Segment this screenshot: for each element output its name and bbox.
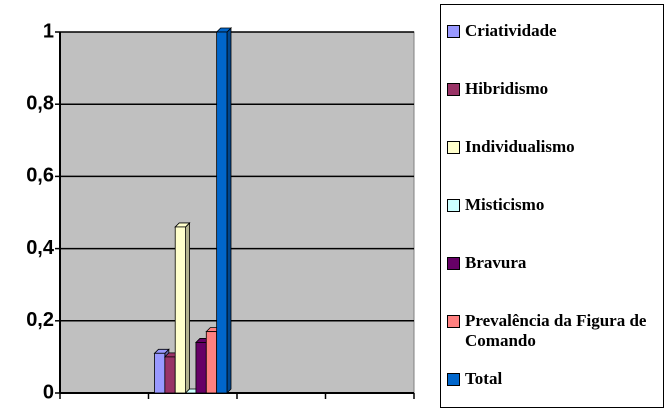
legend-swatch <box>447 83 460 96</box>
y-tick-label: 0,4 <box>26 237 55 259</box>
legend-swatch <box>447 25 460 38</box>
y-tick-label: 0,6 <box>26 165 54 187</box>
bar-side <box>226 27 232 394</box>
legend-swatch <box>447 373 460 386</box>
legend-swatch <box>447 315 460 328</box>
bar <box>216 31 228 394</box>
legend-entry: Prevalência da Figura de Comando <box>447 311 659 351</box>
legend-label: Bravura <box>465 253 527 272</box>
plot-area <box>59 31 415 394</box>
legend-entry: Total <box>447 369 659 389</box>
bar <box>154 352 166 394</box>
y-tick-label: 0,8 <box>26 92 54 114</box>
bar <box>174 226 186 394</box>
legend-swatch <box>447 257 460 270</box>
legend-label: Total <box>465 369 503 388</box>
legend-swatch <box>447 141 460 154</box>
legend-entry: Bravura <box>447 253 659 273</box>
legend-entry: Misticismo <box>447 195 659 215</box>
legend-label: Prevalência da Figura de Comando <box>465 311 647 350</box>
legend-swatch <box>447 199 460 212</box>
chart: 0 0,2 0,4 0,6 0,8 1 <box>26 20 415 403</box>
legend-label: Misticismo <box>465 195 545 214</box>
legend-entry: Criatividade <box>447 21 659 41</box>
bar <box>205 331 218 394</box>
legend-label: Individualismo <box>465 137 575 156</box>
y-tick-label: 1 <box>43 20 54 42</box>
bar-side <box>185 221 190 394</box>
y-tick-label: 0,2 <box>26 309 54 331</box>
legend: Criatividade Hibridismo Individualismo Mist… <box>440 4 664 408</box>
legend-entry: Hibridismo <box>447 79 659 99</box>
bar <box>164 356 176 394</box>
bar <box>195 342 207 394</box>
y-tick-label: 0 <box>43 381 54 403</box>
legend-entry: Individualismo <box>447 137 659 157</box>
legend-label: Hibridismo <box>465 79 549 98</box>
legend-label: Criatividade <box>465 21 557 40</box>
